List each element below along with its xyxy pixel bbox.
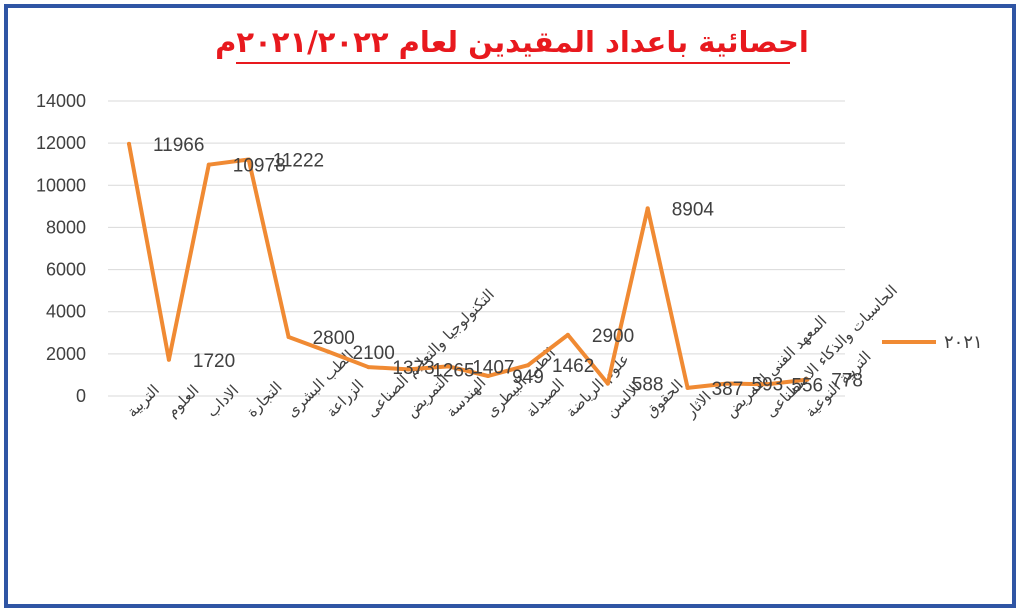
- data-point: [166, 357, 171, 362]
- data-point: [406, 367, 411, 372]
- series-group: [127, 141, 810, 390]
- data-label: 1265: [432, 360, 474, 381]
- data-label: 11966: [153, 135, 204, 156]
- data-point: [685, 385, 690, 390]
- data-label: 2800: [313, 328, 355, 349]
- y-tick-label: 4000: [46, 302, 86, 322]
- data-label: 778: [831, 371, 863, 392]
- data-label: 593: [752, 375, 784, 396]
- data-point: [645, 206, 650, 211]
- y-tick-label: 14000: [36, 91, 86, 111]
- y-tick-label: 6000: [46, 260, 86, 280]
- x-tick-label: الاداب: [203, 381, 242, 420]
- x-tick-label: العلوم: [163, 381, 203, 421]
- data-label: 387: [712, 379, 744, 400]
- y-tick-label: 10000: [36, 175, 86, 195]
- data-point: [765, 382, 770, 387]
- y-tick-label: 8000: [46, 217, 86, 237]
- data-point: [446, 364, 451, 369]
- chart-title: احصائية باعداد المقيدين لعام ٢٠٢١/٢٠٢٢م: [215, 25, 809, 59]
- data-point: [725, 381, 730, 386]
- data-point: [565, 332, 570, 337]
- data-point: [805, 377, 810, 382]
- x-tick-label: التربية: [123, 381, 163, 421]
- legend-label: ٢٠٢١: [944, 332, 983, 353]
- data-label: 11222: [273, 151, 324, 172]
- data-label: 949: [512, 367, 544, 388]
- x-tick-label: الاثار: [681, 388, 715, 422]
- data-label: 556: [791, 375, 823, 396]
- data-point: [326, 349, 331, 354]
- data-point: [246, 157, 251, 162]
- data-label: 1462: [552, 356, 594, 377]
- legend: ٢٠٢١: [882, 332, 983, 353]
- data-label: 8904: [672, 199, 715, 220]
- gridlines: [108, 100, 845, 397]
- chart-frame: [4, 4, 1016, 608]
- x-tick-label: التجارة: [243, 378, 286, 421]
- y-tick-label: 2000: [46, 344, 86, 364]
- y-tick-label: 12000: [36, 133, 86, 153]
- data-label: 10978: [233, 156, 286, 177]
- data-point: [486, 374, 491, 379]
- data-point: [366, 365, 371, 370]
- series-line: [127, 141, 810, 390]
- data-label: 1720: [193, 351, 235, 372]
- data-point: [286, 335, 291, 339]
- y-tick-label: 0: [76, 386, 86, 406]
- data-point: [605, 381, 610, 386]
- data-label: 1373: [392, 358, 434, 379]
- data-label: 588: [632, 375, 664, 396]
- data-point: [526, 363, 530, 368]
- data-point: [206, 162, 211, 167]
- data-label: 2100: [353, 343, 395, 364]
- data-label: 1407: [472, 357, 514, 378]
- y-axis-ticks: 0 2000 4000 6000 8000 10000 12000 14000: [36, 91, 86, 406]
- data-point: [127, 141, 131, 146]
- data-label: 2900: [592, 326, 634, 347]
